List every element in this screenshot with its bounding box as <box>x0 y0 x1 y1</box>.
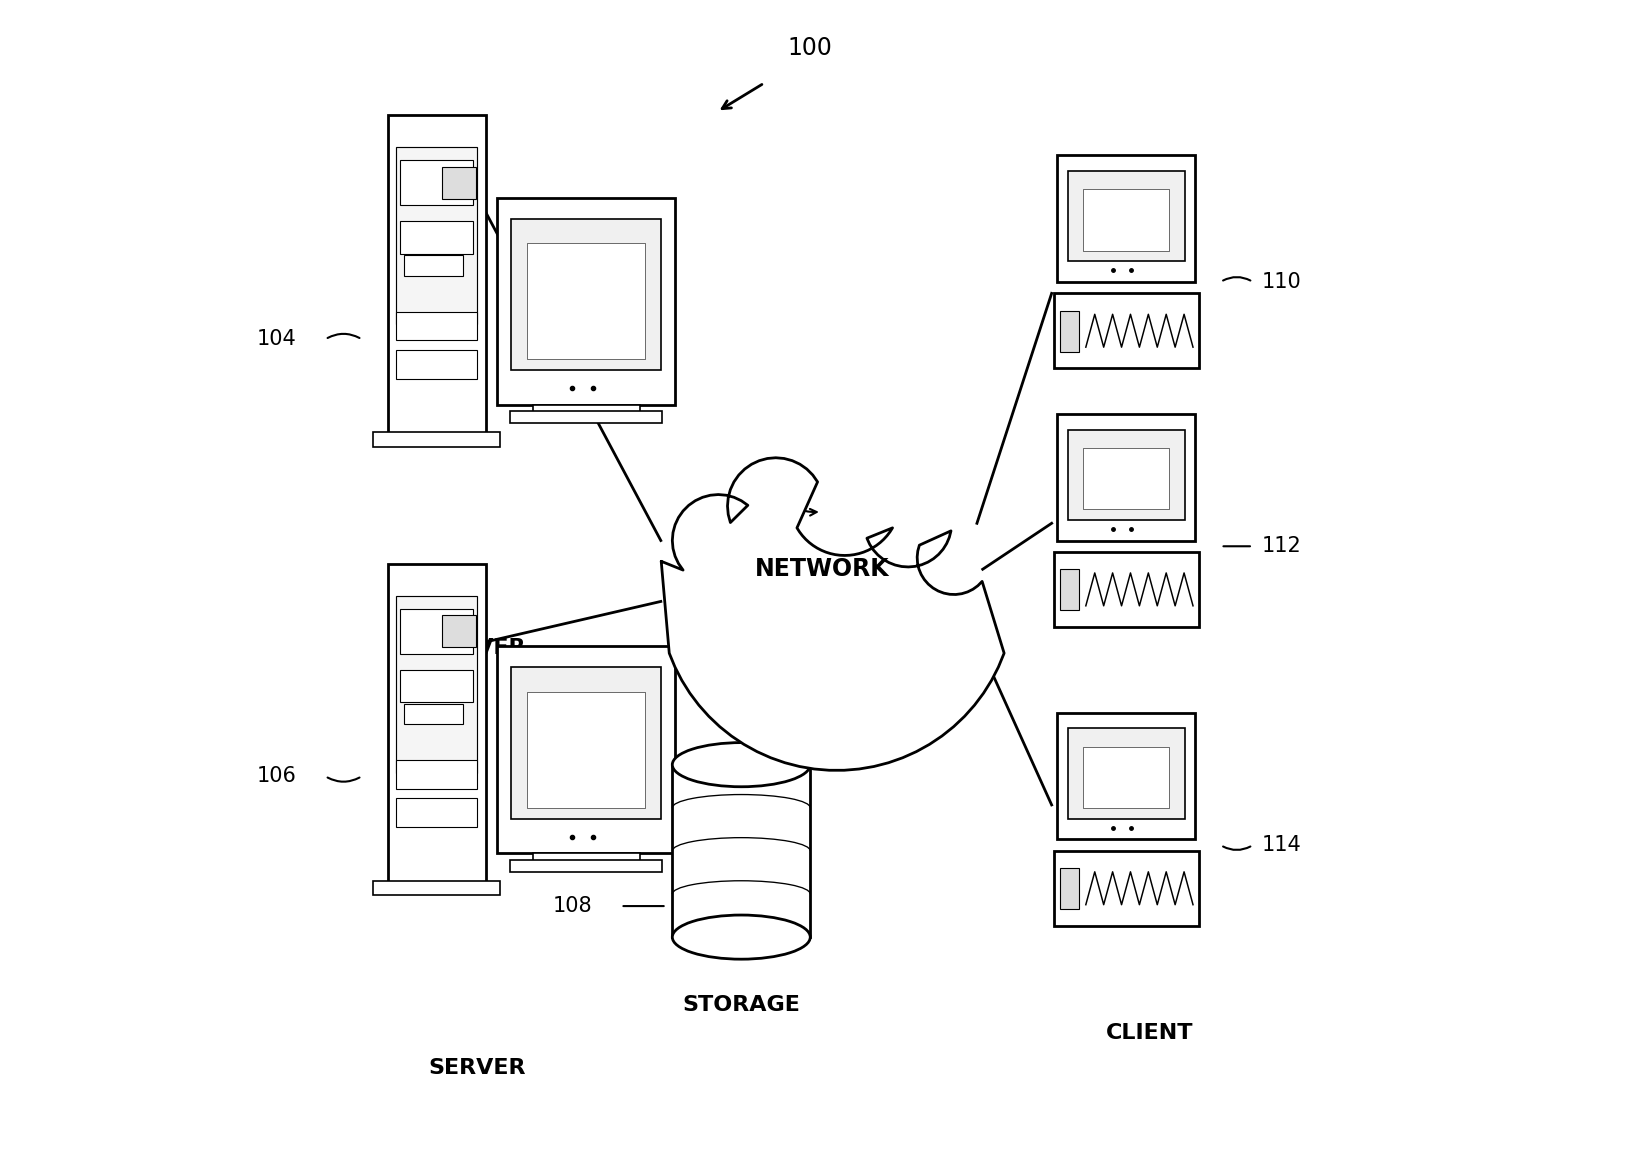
Bar <box>672 765 809 937</box>
Text: STORAGE: STORAGE <box>682 995 800 1015</box>
Bar <box>403 704 462 725</box>
Bar <box>498 646 676 853</box>
Bar <box>532 853 640 863</box>
Bar <box>1067 728 1185 819</box>
Bar <box>388 115 485 438</box>
Bar <box>374 432 499 447</box>
Bar <box>1084 746 1170 808</box>
Bar <box>1059 311 1079 352</box>
Bar <box>511 412 663 423</box>
Bar <box>397 799 478 827</box>
Bar <box>532 405 640 415</box>
Bar <box>511 667 661 819</box>
Polygon shape <box>661 457 1004 771</box>
Bar <box>400 161 473 205</box>
Bar <box>400 609 473 653</box>
Bar <box>1058 156 1195 282</box>
Bar <box>527 244 645 359</box>
Text: 108: 108 <box>552 896 592 916</box>
Bar <box>1054 293 1200 368</box>
Ellipse shape <box>672 743 809 787</box>
Bar <box>1059 569 1079 610</box>
Bar <box>400 670 473 701</box>
Bar <box>1084 448 1170 509</box>
Text: 100: 100 <box>788 36 832 60</box>
Text: 102: 102 <box>759 463 800 483</box>
Bar <box>511 218 661 371</box>
Bar <box>400 222 473 253</box>
Bar <box>1067 171 1185 262</box>
Bar <box>511 860 663 872</box>
Bar <box>1084 189 1170 251</box>
Text: CLIENT: CLIENT <box>1105 1023 1193 1043</box>
Text: 104: 104 <box>256 330 297 350</box>
Text: CLIENT: CLIENT <box>1105 454 1193 474</box>
Bar <box>1059 868 1079 909</box>
Bar <box>397 351 478 379</box>
Text: 112: 112 <box>1262 536 1302 556</box>
Bar <box>1067 429 1185 520</box>
Text: SERVER: SERVER <box>428 638 526 658</box>
Text: 114: 114 <box>1262 835 1302 855</box>
Bar <box>388 563 485 886</box>
Text: NETWORK: NETWORK <box>754 557 889 582</box>
Ellipse shape <box>672 915 809 960</box>
Bar <box>397 148 478 325</box>
Bar <box>397 760 478 788</box>
Bar <box>1058 713 1195 840</box>
Bar <box>498 198 676 405</box>
Text: 110: 110 <box>1262 272 1302 292</box>
Bar <box>397 596 478 773</box>
Bar <box>442 167 477 199</box>
Bar <box>442 615 477 647</box>
Bar <box>1054 850 1200 925</box>
Bar <box>403 256 462 276</box>
Bar <box>397 312 478 340</box>
Bar <box>1058 414 1195 541</box>
Bar <box>527 692 645 808</box>
Text: SERVER: SERVER <box>428 1058 526 1078</box>
Bar <box>374 881 499 895</box>
Text: CLIENT: CLIENT <box>1105 713 1193 733</box>
Bar <box>1054 552 1200 626</box>
Text: 106: 106 <box>256 766 297 786</box>
